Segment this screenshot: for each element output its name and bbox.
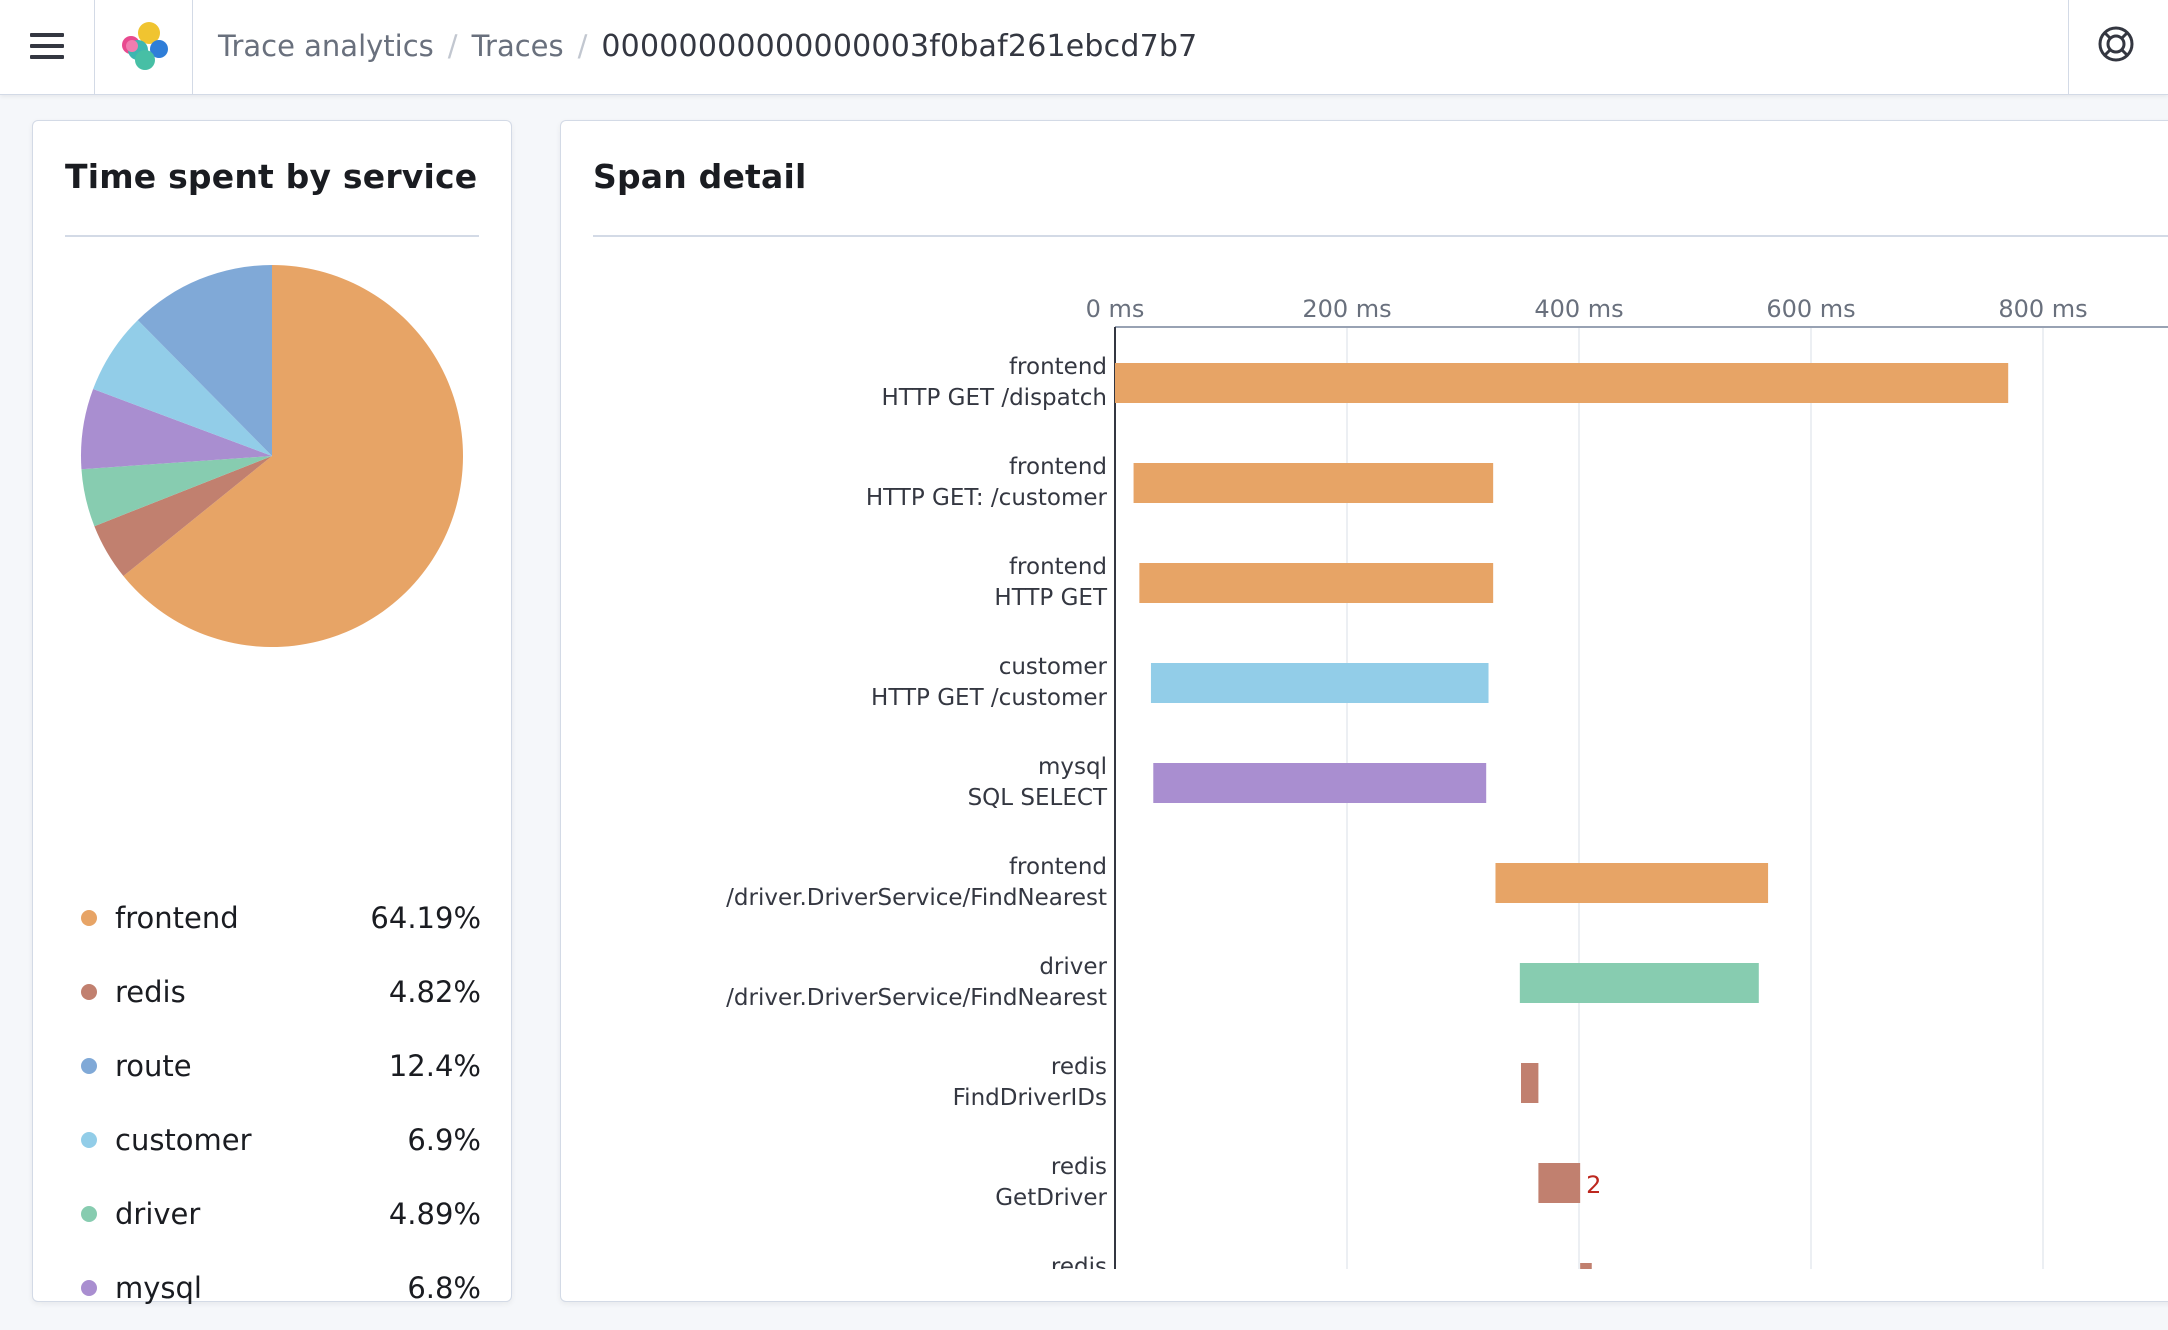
legend-item-mysql[interactable]: mysql 6.8%	[81, 1251, 481, 1325]
legend-label: route	[115, 1049, 192, 1083]
pie-slice-route[interactable]	[137, 265, 272, 456]
legend-value: 64.19%	[370, 901, 481, 935]
span-bar-frontend[interactable]	[1495, 863, 1769, 903]
panel-title: Span detail	[593, 157, 807, 196]
divider	[192, 0, 193, 94]
span-operation-label: /driver.DriverService/FindNearest	[726, 985, 1107, 1011]
help-icon[interactable]	[2096, 24, 2136, 64]
span-service-label: driver	[1039, 954, 1107, 980]
legend-value: 12.4%	[388, 1049, 481, 1083]
span-bar-frontend[interactable]	[1139, 563, 1494, 603]
legend-value: 4.89%	[388, 1197, 481, 1231]
legend-item-customer[interactable]: customer 6.9%	[81, 1103, 481, 1177]
legend-label: mysql	[115, 1271, 202, 1305]
legend-value: 6.8%	[407, 1271, 481, 1305]
legend-item-redis[interactable]: redis 4.82%	[81, 955, 481, 1029]
span-bar-redis[interactable]	[1521, 1063, 1539, 1103]
span-service-label: frontend	[1009, 354, 1107, 380]
service-pie-chart	[81, 265, 463, 647]
span-operation-label: GetDriver	[995, 1185, 1107, 1211]
span-bar-redis[interactable]	[1538, 1163, 1581, 1203]
legend-item-route[interactable]: route 12.4%	[81, 1029, 481, 1103]
span-service-label: customer	[999, 654, 1108, 680]
span-service-label: frontend	[1009, 454, 1107, 480]
breadcrumb-traces[interactable]: Traces	[471, 29, 564, 63]
legend-label: driver	[115, 1197, 201, 1231]
legend-item-frontend[interactable]: frontend 64.19%	[81, 881, 481, 955]
time-spent-panel: Time spent by service frontend 64.19% redi…	[32, 120, 512, 1305]
span-operation-label: HTTP GET: /customer	[866, 485, 1108, 511]
span-operation-label: SQL SELECT	[968, 785, 1108, 811]
legend-dot	[81, 1280, 97, 1296]
span-bar-frontend[interactable]	[1115, 363, 2009, 403]
span-operation-label: HTTP GET	[994, 585, 1108, 611]
span-service-label: frontend	[1009, 854, 1107, 880]
divider	[593, 235, 2168, 237]
divider	[65, 235, 479, 237]
pie-legend: frontend 64.19% redis 4.82% route 12.4% custom…	[81, 881, 481, 1325]
app-logo-icon[interactable]	[118, 20, 172, 74]
span-operation-label: HTTP GET /dispatch	[881, 385, 1107, 411]
hamburger-menu-icon[interactable]	[30, 33, 64, 59]
pie-slice-customer[interactable]	[93, 320, 272, 456]
legend-value: 4.82%	[388, 975, 481, 1009]
legend-label: frontend	[115, 901, 239, 935]
span-bar-driver[interactable]	[1519, 963, 1759, 1003]
span-service-label: redis	[1051, 1154, 1107, 1180]
pie-slice-frontend[interactable]	[123, 265, 463, 647]
x-tick-label: 600 ms	[1766, 295, 1855, 323]
span-bar-redis[interactable]	[1580, 1263, 1592, 1301]
span-bar-mysql[interactable]	[1153, 763, 1487, 803]
breadcrumb-trace-id: 00000000000000003f0baf261ebcd7b7	[601, 28, 1198, 64]
span-operation-label: /driver.DriverService/FindNearest	[726, 885, 1107, 911]
legend-label: redis	[115, 975, 186, 1009]
span-service-label: redis	[1051, 1054, 1107, 1080]
x-tick-label: 800 ms	[1998, 295, 2087, 323]
span-service-label: redis	[1051, 1254, 1107, 1280]
legend-dot	[81, 1058, 97, 1074]
span-gantt-chart: 0 ms 200 ms 400 ms 600 ms 800 ms frontend HTTP…	[726, 295, 2168, 1301]
panel-title: Time spent by service	[65, 157, 478, 196]
span-service-label: mysql	[1038, 754, 1107, 780]
legend-dot	[81, 1132, 97, 1148]
span-detail-panel: Span detail 0 ms 200 ms 400 ms 600 ms 800 ms…	[560, 120, 2168, 1302]
span-bar-customer[interactable]	[1150, 663, 1489, 703]
x-tick-label: 200 ms	[1302, 295, 1391, 323]
x-tick-label: 0 ms	[1086, 295, 1145, 323]
span-service-label: frontend	[1009, 554, 1107, 580]
top-bar: Trace analytics / Traces / 0000000000000…	[0, 0, 2168, 95]
pie-slice-mysql[interactable]	[81, 389, 272, 470]
span-bar-annotation: 2	[1586, 1171, 1601, 1199]
legend-label: customer	[115, 1123, 252, 1157]
divider	[94, 0, 95, 94]
pie-slice-driver[interactable]	[81, 456, 272, 527]
span-bar-frontend[interactable]	[1133, 463, 1494, 503]
divider	[2068, 0, 2069, 94]
breadcrumb-separator: /	[577, 29, 588, 63]
legend-dot	[81, 984, 97, 1000]
legend-dot	[81, 1206, 97, 1222]
breadcrumb-trace-analytics[interactable]: Trace analytics	[218, 29, 434, 63]
x-tick-label: 400 ms	[1534, 295, 1623, 323]
breadcrumb-separator: /	[447, 29, 458, 63]
legend-value: 6.9%	[407, 1123, 481, 1157]
legend-item-driver[interactable]: driver 4.89%	[81, 1177, 481, 1251]
legend-dot	[81, 910, 97, 926]
span-operation-label: HTTP GET /customer	[871, 685, 1107, 711]
breadcrumb: Trace analytics / Traces / 0000000000000…	[218, 26, 1197, 66]
span-operation-label: FindDriverIDs	[953, 1085, 1107, 1111]
pie-slice-redis[interactable]	[94, 456, 272, 576]
